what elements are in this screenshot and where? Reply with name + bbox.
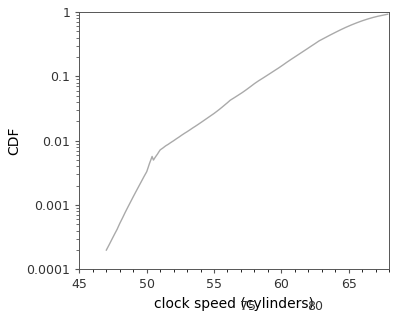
Y-axis label: CDF: CDF <box>7 127 21 155</box>
X-axis label: clock speed (cylinders): clock speed (cylinders) <box>154 297 314 311</box>
Text: 75: 75 <box>240 300 256 313</box>
Text: 80: 80 <box>307 300 323 313</box>
